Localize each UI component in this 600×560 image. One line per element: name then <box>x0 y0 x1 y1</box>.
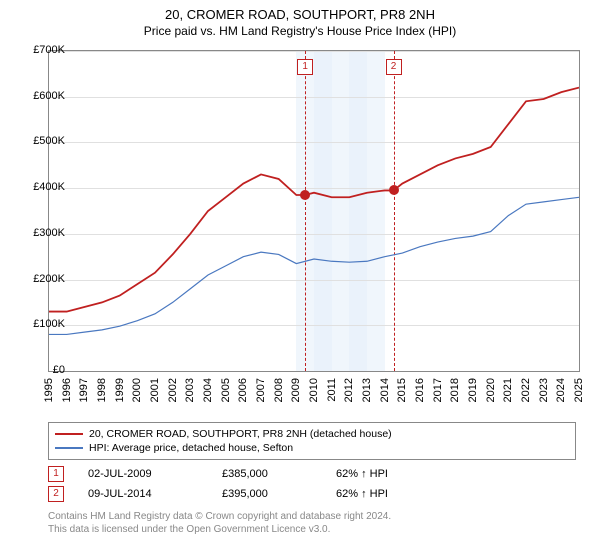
y-tick-label: £400K <box>33 181 65 193</box>
x-tick-label: 2006 <box>237 378 249 402</box>
footer-attribution: Contains HM Land Registry data © Crown c… <box>48 510 391 536</box>
page-title: 20, CROMER ROAD, SOUTHPORT, PR8 2NH <box>0 0 600 24</box>
page-subtitle: Price paid vs. HM Land Registry's House … <box>0 24 600 42</box>
y-tick-label: £600K <box>33 90 65 102</box>
chart-plot-area: 12 <box>48 50 580 372</box>
x-tick-label: 1997 <box>78 378 90 402</box>
x-tick-label: 1999 <box>114 378 126 402</box>
x-tick-label: 2020 <box>485 378 497 402</box>
legend-swatch <box>55 433 83 435</box>
y-tick-label: £0 <box>53 364 65 376</box>
sale-row: 1 02-JUL-2009 £385,000 62% ↑ HPI <box>48 464 388 484</box>
x-tick-label: 2021 <box>502 378 514 402</box>
y-tick-label: £300K <box>33 227 65 239</box>
x-tick-label: 2025 <box>573 378 585 402</box>
x-tick-label: 2017 <box>432 378 444 402</box>
series-hpi <box>49 197 579 334</box>
sale-price: £395,000 <box>222 488 312 500</box>
x-tick-label: 2012 <box>343 378 355 402</box>
x-tick-label: 2000 <box>131 378 143 402</box>
x-tick-label: 2008 <box>273 378 285 402</box>
x-tick-label: 2002 <box>167 378 179 402</box>
x-tick-label: 2004 <box>202 378 214 402</box>
x-tick-label: 2001 <box>149 378 161 402</box>
x-tick-label: 2016 <box>414 378 426 402</box>
x-tick-label: 2013 <box>361 378 373 402</box>
x-tick-label: 2024 <box>555 378 567 402</box>
x-tick-label: 2014 <box>379 378 391 402</box>
x-tick-label: 1996 <box>61 378 73 402</box>
y-tick-label: £100K <box>33 318 65 330</box>
x-tick-label: 2022 <box>520 378 532 402</box>
sale-row-marker: 2 <box>48 486 64 502</box>
chart-lines <box>49 51 579 371</box>
x-tick-label: 2019 <box>467 378 479 402</box>
x-tick-label: 2009 <box>290 378 302 402</box>
sale-date: 02-JUL-2009 <box>88 468 198 480</box>
y-tick-label: £500K <box>33 135 65 147</box>
x-tick-label: 2023 <box>538 378 550 402</box>
sale-price: £385,000 <box>222 468 312 480</box>
x-tick-label: 2015 <box>396 378 408 402</box>
sale-date: 09-JUL-2014 <box>88 488 198 500</box>
x-tick-label: 2010 <box>308 378 320 402</box>
footer-line-2: This data is licensed under the Open Gov… <box>48 523 391 536</box>
x-tick-label: 2018 <box>449 378 461 402</box>
sales-table: 1 02-JUL-2009 £385,000 62% ↑ HPI 2 09-JUL-201… <box>48 464 388 504</box>
legend-label: HPI: Average price, detached house, Seft… <box>89 442 293 454</box>
footer-line-1: Contains HM Land Registry data © Crown c… <box>48 510 391 523</box>
x-tick-label: 1998 <box>96 378 108 402</box>
x-tick-label: 1995 <box>43 378 55 402</box>
legend-label: 20, CROMER ROAD, SOUTHPORT, PR8 2NH (det… <box>89 428 392 440</box>
legend-item: 20, CROMER ROAD, SOUTHPORT, PR8 2NH (det… <box>55 427 569 441</box>
sale-row-marker: 1 <box>48 466 64 482</box>
legend-item: HPI: Average price, detached house, Seft… <box>55 441 569 455</box>
sale-hpi: 62% ↑ HPI <box>336 488 388 500</box>
series-price_paid <box>49 88 579 312</box>
x-tick-label: 2011 <box>326 378 338 402</box>
sale-hpi: 62% ↑ HPI <box>336 468 388 480</box>
legend-swatch <box>55 447 83 449</box>
y-tick-label: £700K <box>33 44 65 56</box>
x-tick-label: 2003 <box>184 378 196 402</box>
sale-row: 2 09-JUL-2014 £395,000 62% ↑ HPI <box>48 484 388 504</box>
x-tick-label: 2005 <box>220 378 232 402</box>
chart-legend: 20, CROMER ROAD, SOUTHPORT, PR8 2NH (det… <box>48 422 576 460</box>
x-tick-label: 2007 <box>255 378 267 402</box>
y-tick-label: £200K <box>33 273 65 285</box>
